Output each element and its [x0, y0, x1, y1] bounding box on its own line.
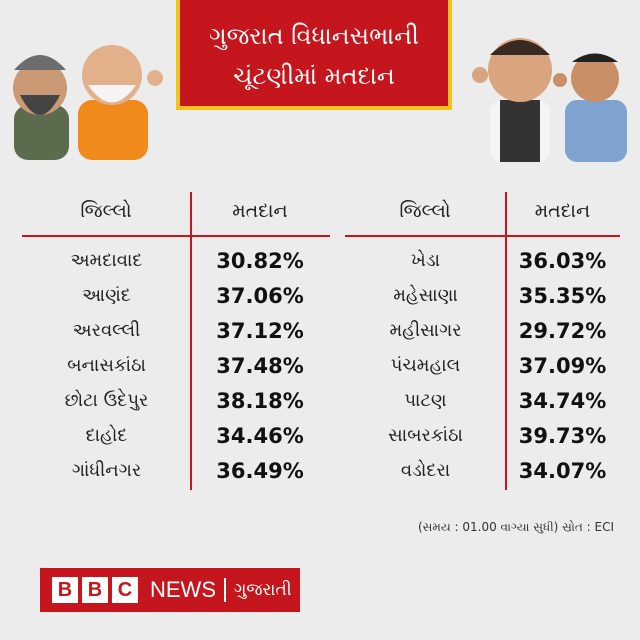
caricature-left — [13, 45, 163, 160]
header-rule — [345, 235, 620, 237]
turnout-value: 36.49% — [216, 459, 304, 483]
turnout-value: 36.03% — [518, 249, 607, 273]
district-name: મહીસાગર — [389, 320, 462, 341]
district-name: પંચમહાલ — [390, 355, 461, 376]
district-name: વડોદરા — [400, 460, 451, 481]
turnout-value: 30.82% — [216, 249, 304, 273]
logo-letter: B — [52, 577, 78, 603]
logo-letter: C — [112, 577, 138, 603]
logo-letter: B — [82, 577, 108, 603]
turnout-value: 37.06% — [216, 284, 304, 308]
district-name: અમદાવાદ — [70, 250, 143, 271]
turnout-value: 38.18% — [216, 389, 304, 413]
turnout-value: 34.07% — [518, 459, 607, 483]
title-line: ગુજરાત વિધાનસભાની — [209, 22, 419, 50]
table-header: જિલ્લો — [399, 200, 451, 222]
turnout-value: 35.35% — [518, 284, 607, 308]
turnout-value: 39.73% — [518, 424, 607, 448]
caricature-right — [472, 38, 627, 162]
turnout-value: 34.74% — [518, 389, 607, 413]
district-name: ખેડા — [410, 250, 441, 271]
table-header: મતદાન — [534, 200, 591, 222]
turnout-value: 37.48% — [216, 354, 304, 378]
district-name: મહેસાણા — [393, 285, 458, 306]
district-name: છોટા ઉદેપુર — [64, 390, 149, 411]
district-name: દાહોદ — [85, 425, 128, 446]
table-header: મતદાન — [232, 200, 288, 222]
turnout-value: 37.12% — [216, 319, 304, 343]
turnout-value: 34.46% — [216, 424, 304, 448]
footnote: (સમય : 01.00 વાગ્યા સુધી) સ્રોત : ECI — [418, 520, 614, 534]
logo-language: ગુજરાતી — [234, 580, 292, 600]
column-rule — [505, 192, 507, 490]
logo-news: NEWS — [150, 577, 216, 602]
turnout-value: 37.09% — [518, 354, 607, 378]
header-rule — [22, 235, 330, 237]
district-name: આણંદ — [82, 285, 131, 306]
column-rule — [190, 192, 192, 490]
district-name: બનાસકાંઠા — [67, 355, 146, 376]
district-name: પાટણ — [404, 390, 447, 411]
title-line: ચૂંટણીમાં મતદાન — [233, 62, 395, 90]
district-name: ગાંધીનગર — [71, 460, 142, 481]
table-header: જિલ્લો — [80, 200, 132, 222]
district-name: અરવલ્લી — [72, 320, 141, 341]
title-box: ગુજરાત વિધાનસભાની ચૂંટણીમાં મતદાન — [176, 0, 452, 110]
logo-separator — [224, 578, 226, 602]
bbc-logo: B B C NEWS ગુજરાતી — [40, 568, 300, 612]
illustrations — [13, 38, 627, 162]
turnout-value: 29.72% — [518, 319, 607, 343]
district-name: સાબરકાંઠા — [388, 425, 463, 446]
